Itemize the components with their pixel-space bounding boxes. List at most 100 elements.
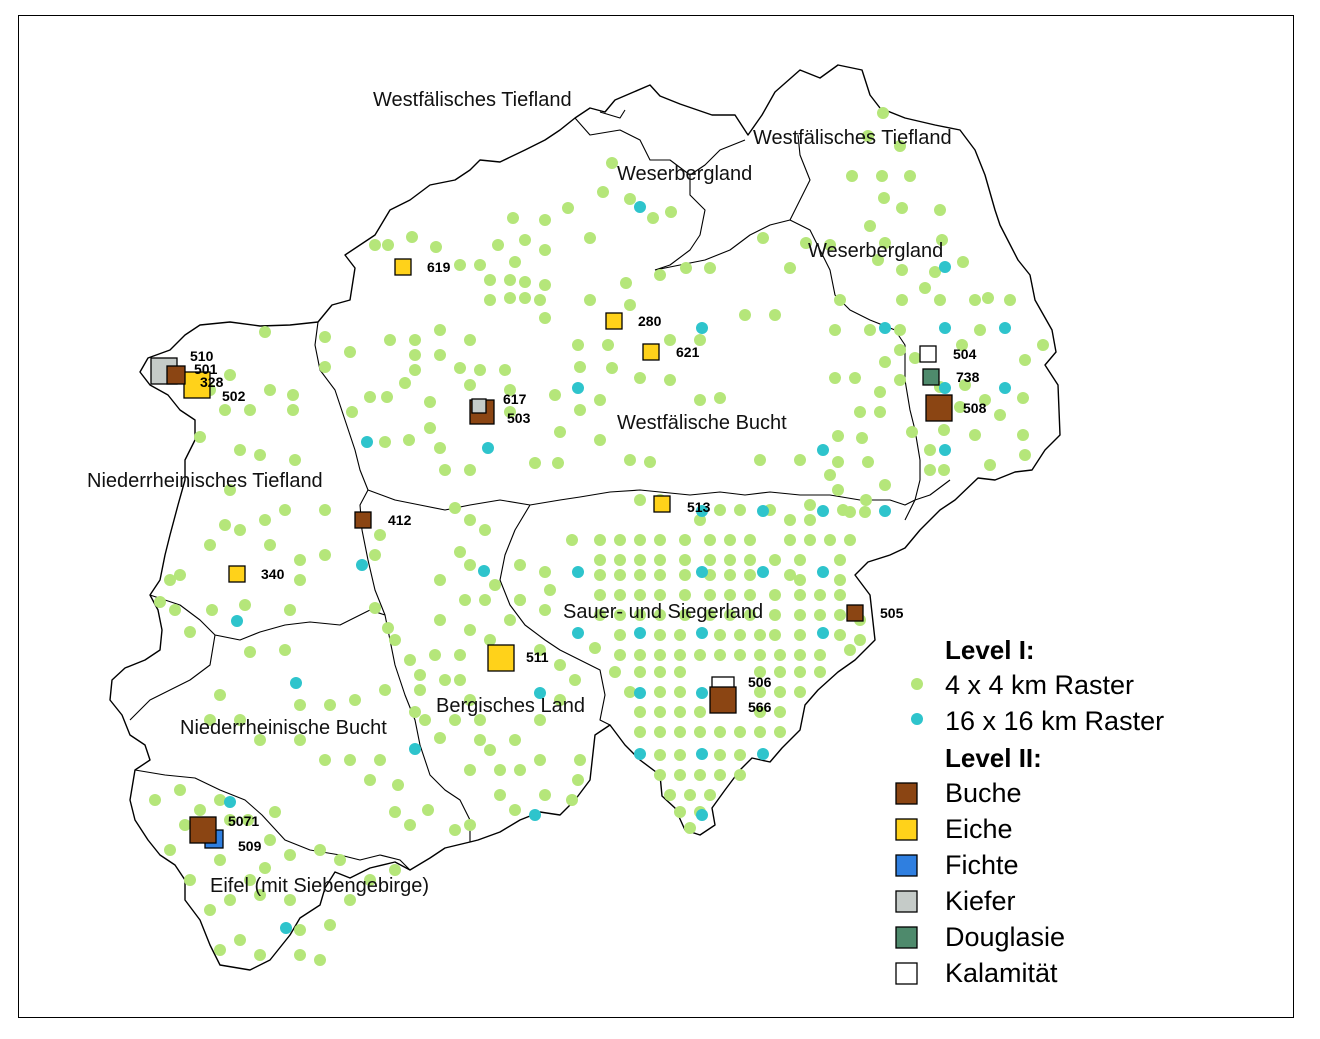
grid-point-4km — [434, 349, 446, 361]
grid-point-4km — [594, 589, 606, 601]
legend-kiefer-label: Kiefer — [945, 886, 1016, 916]
grid-point-4km — [507, 212, 519, 224]
grid-point-16km — [696, 627, 708, 639]
region-label-niederrh-tiefland: Niederrheinisches Tiefland — [87, 470, 323, 492]
grid-point-4km — [464, 694, 476, 706]
grid-point-4km — [654, 554, 666, 566]
grid-point-4km — [594, 394, 606, 406]
legend-eiche-label: Eiche — [945, 814, 1013, 844]
boundary-bergisch-sauerland — [499, 504, 611, 726]
grid-point-4km — [434, 614, 446, 626]
grid-point-4km — [1004, 294, 1016, 306]
grid-point-4km — [539, 789, 551, 801]
grid-point-4km — [344, 346, 356, 358]
grid-point-4km — [164, 574, 176, 586]
grid-point-4km — [214, 944, 226, 956]
grid-point-4km — [654, 726, 666, 738]
grid-point-4km — [804, 534, 816, 546]
grid-point-4km — [834, 554, 846, 566]
grid-point-16km — [999, 322, 1011, 334]
grid-point-4km — [919, 282, 931, 294]
grid-point-4km — [574, 361, 586, 373]
grid-point-4km — [634, 726, 646, 738]
grid-point-4km — [859, 506, 871, 518]
grid-point-4km — [364, 874, 376, 886]
grid-point-4km — [694, 394, 706, 406]
grid-point-4km — [494, 764, 506, 776]
grid-point-16km — [231, 615, 243, 627]
site-marker-280 — [605, 312, 623, 330]
grid-point-4km — [844, 534, 856, 546]
grid-point-4km — [539, 604, 551, 616]
grid-point-4km — [694, 769, 706, 781]
grid-point-4km — [769, 609, 781, 621]
site-marker-619 — [394, 258, 412, 276]
grid-point-4km — [824, 534, 836, 546]
site-label-5071: 5071 — [228, 813, 259, 829]
grid-point-4km — [1017, 392, 1029, 404]
grid-point-4km — [584, 294, 596, 306]
grid-point-4km — [314, 844, 326, 856]
grid-point-4km — [860, 494, 872, 506]
legend-kalamitaet-label: Kalamität — [945, 958, 1058, 988]
grid-point-4km — [879, 356, 891, 368]
grid-point-4km — [403, 434, 415, 446]
grid-point-4km — [539, 566, 551, 578]
site-marker-511 — [487, 644, 515, 672]
grid-point-4km — [909, 352, 921, 364]
grid-point-4km — [409, 349, 421, 361]
grid-point-16km — [817, 627, 829, 639]
grid-point-16km — [696, 322, 708, 334]
grid-point-4km — [539, 214, 551, 226]
grid-point-4km — [864, 220, 876, 232]
grid-point-4km — [634, 554, 646, 566]
grid-point-16km — [290, 677, 302, 689]
grid-point-4km — [832, 484, 844, 496]
grid-point-4km — [754, 649, 766, 661]
grid-point-4km — [424, 396, 436, 408]
grid-point-4km — [319, 361, 331, 373]
grid-point-4km — [484, 634, 496, 646]
grid-point-4km — [164, 844, 176, 856]
grid-point-4km — [924, 444, 936, 456]
grid-point-4km — [594, 554, 606, 566]
grid-point-4km — [982, 292, 994, 304]
legend-douglasie-label: Douglasie — [945, 922, 1065, 952]
grid-point-4km — [614, 629, 626, 641]
grid-point-4km — [504, 292, 516, 304]
grid-point-4km — [864, 324, 876, 336]
grid-point-4km — [934, 204, 946, 216]
grid-point-4km — [954, 401, 966, 413]
grid-point-4km — [602, 339, 614, 351]
grid-point-4km — [514, 594, 526, 606]
region-label-sauerland: Sauer- und Siegerland — [563, 601, 763, 623]
grid-point-4km — [474, 714, 486, 726]
grid-point-4km — [382, 239, 394, 251]
grid-point-4km — [674, 706, 686, 718]
grid-point-4km — [846, 170, 858, 182]
grid-point-4km — [449, 502, 461, 514]
grid-point-4km — [554, 426, 566, 438]
grid-point-4km — [680, 262, 692, 274]
grid-point-4km — [744, 554, 756, 566]
grid-point-16km — [757, 748, 769, 760]
grid-point-4km — [794, 609, 806, 621]
grid-point-4km — [784, 514, 796, 526]
legend-fichte-label: Fichte — [945, 850, 1019, 880]
grid-point-4km — [800, 237, 812, 249]
grid-point-4km — [534, 644, 546, 656]
grid-point-4km — [634, 589, 646, 601]
legend-grid-4km-swatch — [911, 678, 923, 690]
grid-point-4km — [664, 374, 676, 386]
grid-point-4km — [294, 924, 306, 936]
grid-point-4km — [509, 734, 521, 746]
grid-point-4km — [894, 374, 906, 386]
grid-point-4km — [594, 534, 606, 546]
grid-point-4km — [406, 231, 418, 243]
grid-point-4km — [214, 854, 226, 866]
grid-point-4km — [464, 819, 476, 831]
grid-point-4km — [609, 666, 621, 678]
grid-point-4km — [244, 646, 256, 658]
site-label-340: 340 — [261, 566, 285, 582]
grid-point-4km — [287, 404, 299, 416]
